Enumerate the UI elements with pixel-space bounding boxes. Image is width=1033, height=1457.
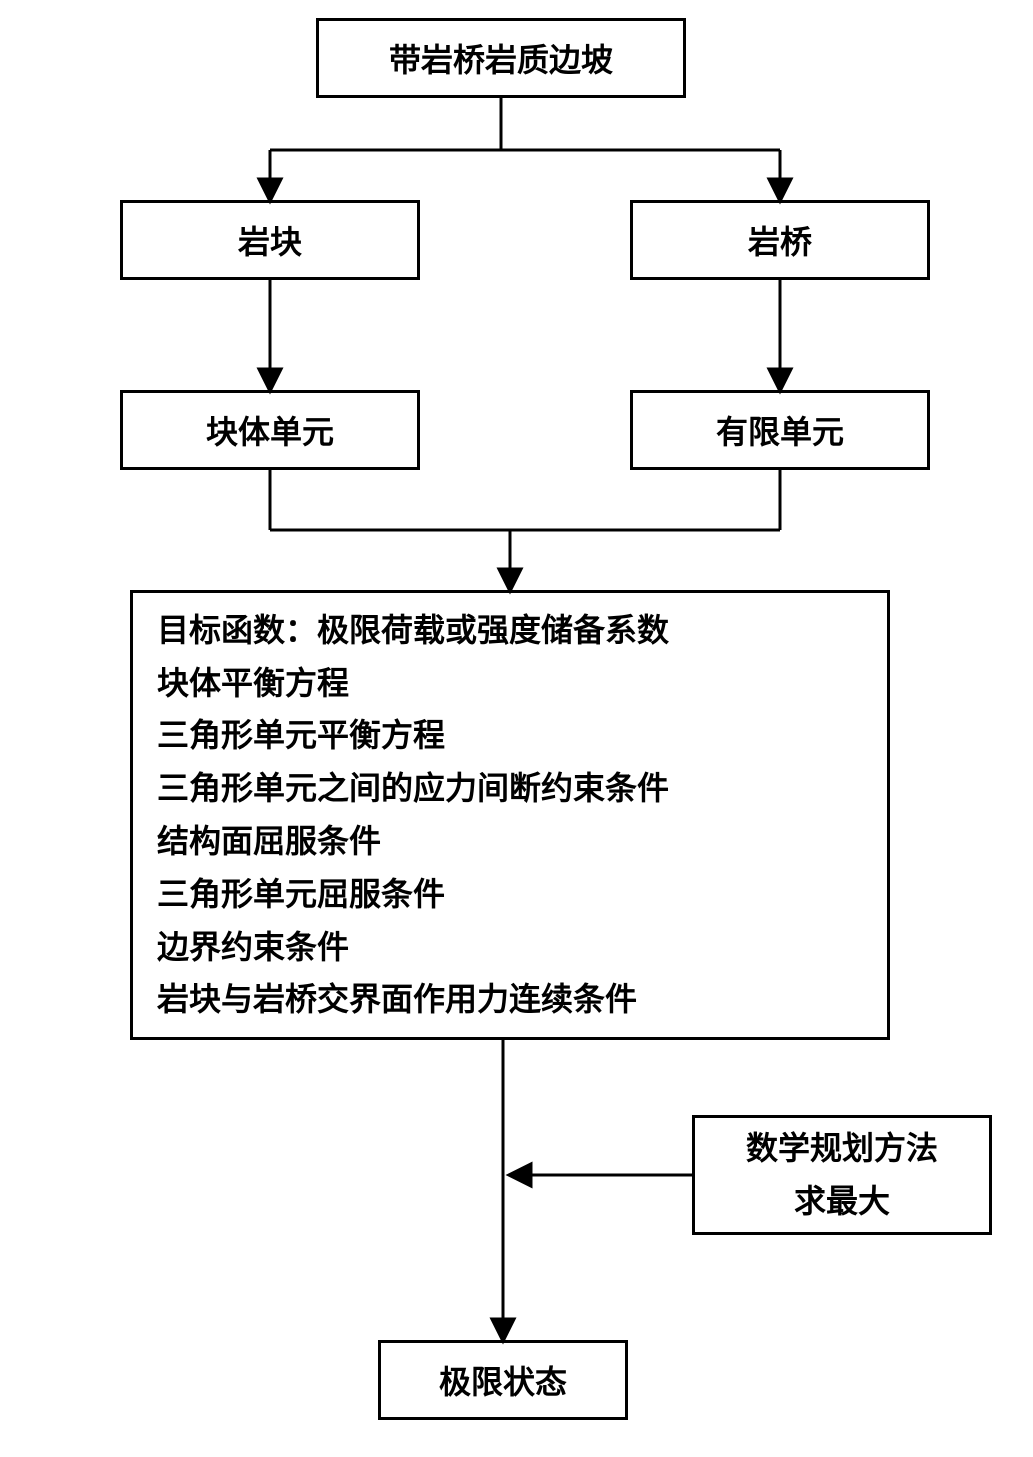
flowchart-edges: [0, 0, 1033, 1457]
